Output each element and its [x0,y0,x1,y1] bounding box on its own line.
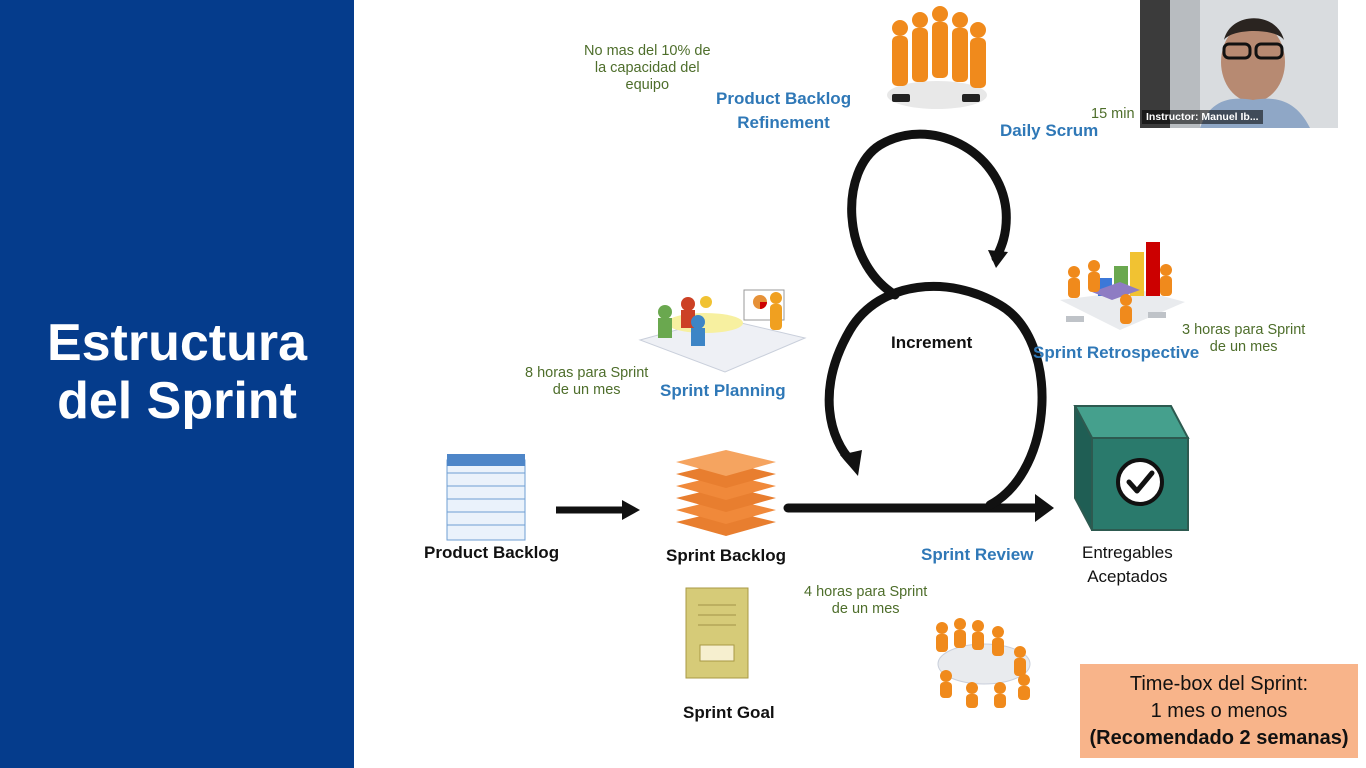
refinement-label: Product Backlog Refinement [716,87,851,135]
entregables-label: Entregables Aceptados [1082,541,1173,589]
review-arrowhead [1035,494,1054,522]
refinement-label-line2: Refinement [737,113,830,132]
entregables-line1: Entregables [1082,543,1173,562]
sprint-planning-meeting-icon [638,289,807,373]
slide-title-line2: del Sprint [57,372,297,430]
refinement-note-line3: equipo [625,77,670,93]
retrospective-note-line2: de un mes [1209,339,1278,355]
review-note-line1: 4 horas para Sprint [804,584,928,600]
daily-scrum-note: 15 min [1091,106,1135,122]
sidebar-panel: Estructura del Sprint [0,0,354,768]
webcam-video: Instructor: Manuel Ib... [1140,0,1338,128]
entregables-line2: Aceptados [1087,567,1168,586]
deliverable-box-icon [1073,405,1190,531]
increment-arrowhead [840,450,862,476]
review-note-line2: de un mes [831,601,900,617]
refinement-note: No mas del 10% de la capacidad del equip… [584,43,711,94]
sprint-backlog-label: Sprint Backlog [666,546,786,565]
daily-arrowhead [988,250,1008,268]
refinement-note-line2: la capacidad del [594,60,700,76]
sprint-planning-label: Sprint Planning [660,381,786,400]
planning-note-line1: 8 horas para Sprint [525,365,649,381]
refinement-label-line1: Product Backlog [716,89,852,108]
increment-label: Increment [891,333,973,352]
daily-scrum-label: Daily Scrum [1000,121,1099,140]
sprint-goal-icon [685,587,749,679]
sprint-goal-label: Sprint Goal [683,703,775,722]
sprint-retrospective-label: Sprint Retrospective [1033,343,1200,362]
webcam-name-label: Instructor: Manuel Ib... [1142,110,1263,124]
daily-scrum-team-icon [887,6,987,109]
planning-note: 8 horas para Sprint de un mes [525,365,648,399]
sprint-review-meeting-icon [936,618,1031,708]
product-backlog-icon [446,454,526,541]
instructor-avatar [1140,0,1338,128]
timebox-line1: Time-box del Sprint: [1129,673,1309,695]
backlog-arrow [556,500,640,520]
slide-title: Estructura del Sprint [0,314,354,430]
sprint-review-label: Sprint Review [921,545,1034,564]
sprint-flow [783,129,1047,513]
planning-note-line2: de un mes [552,382,621,398]
slide-title-line1: Estructura [46,314,308,372]
sprint-retrospective-meeting-icon [1060,242,1185,330]
timebox-line3: (Recomendado 2 semanas) [1089,727,1349,749]
retrospective-note: 3 horas para Sprint de un mes [1182,322,1305,356]
review-note: 4 horas para Sprint de un mes [804,584,927,618]
product-backlog-label: Product Backlog [424,543,560,562]
timebox-line2: 1 mes o menos [1150,700,1288,722]
sprint-backlog-icon [676,450,776,536]
retrospective-note-line1: 3 horas para Sprint [1182,322,1306,338]
refinement-note-line1: No mas del 10% de [584,43,711,59]
timebox-note: Time-box del Sprint: 1 mes o menos (Reco… [1080,664,1358,758]
